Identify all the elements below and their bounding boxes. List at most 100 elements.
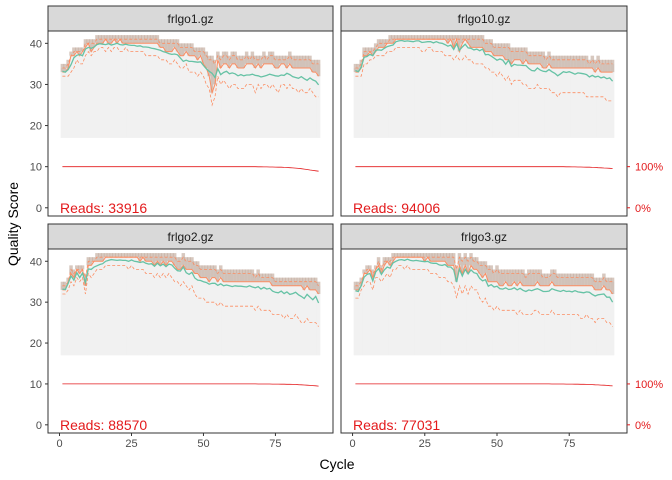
heatmap-tile-light	[161, 43, 165, 138]
heatmap-tile-light	[466, 39, 470, 138]
heatmap-tile-dense	[561, 55, 566, 68]
heatmap-tile-light	[224, 273, 229, 356]
heatmap-tile-light	[161, 257, 165, 356]
heatmap-tile-dense	[66, 277, 70, 282]
heatmap-tile-light	[373, 47, 378, 138]
heatmap-tile-dense	[178, 257, 183, 270]
heatmap-tile-light	[147, 39, 151, 138]
heatmap-tile-dense	[408, 253, 413, 258]
heatmap-tile-light	[451, 39, 456, 138]
heatmap-tile-dense	[244, 51, 249, 64]
heatmap-tile-light	[123, 257, 128, 356]
heatmap-tile-dense	[158, 253, 163, 266]
heatmap-tile-light	[460, 39, 465, 138]
heatmap-tile-dense	[402, 253, 407, 258]
heatmap-tile-dense	[187, 257, 191, 270]
heatmap-tile-dense	[512, 47, 517, 60]
heatmap-tile-dense	[290, 277, 295, 286]
heatmap-tile-light	[524, 277, 528, 356]
heatmap-tile-dense	[538, 269, 543, 286]
heatmap-tile-dense	[454, 35, 459, 40]
heatmap-tile-light	[501, 273, 505, 356]
heatmap-tile-light	[489, 43, 493, 138]
heatmap-tile-light	[402, 257, 407, 356]
heatmap-tile-dense	[408, 35, 413, 40]
heatmap-tile-light	[570, 59, 574, 138]
heatmap-tile-light	[216, 273, 220, 356]
heatmap-tile-light	[115, 39, 119, 138]
heatmap-tile-dense	[242, 269, 246, 282]
heatmap-tile-light	[428, 39, 433, 138]
y-tick-label: 40	[30, 256, 42, 268]
heatmap-tile-dense	[201, 47, 206, 64]
heatmap-tile-light	[365, 51, 369, 138]
heatmap-tile-dense	[553, 55, 557, 68]
heatmap-tile-light	[391, 39, 395, 138]
heatmap-tile-dense	[486, 265, 491, 282]
heatmap-tile-dense	[457, 35, 462, 52]
heatmap-tile-light	[475, 261, 479, 356]
heatmap-tile-dense	[518, 269, 522, 282]
heatmap-tile-dense	[69, 51, 73, 56]
median-line	[355, 37, 613, 73]
heatmap-tile-dense	[115, 253, 119, 258]
heatmap-tile-dense	[239, 269, 243, 282]
heatmap-tile-light	[501, 47, 505, 138]
heatmap-tile-light	[605, 281, 609, 356]
heatmap-tile-light	[233, 55, 237, 138]
heatmap-tile-dense	[593, 59, 597, 73]
heatmap-tile-dense	[581, 55, 586, 68]
y-tick-label: 0	[36, 420, 42, 432]
heatmap-tile-light	[593, 281, 597, 356]
heatmap-tile-light	[420, 39, 424, 138]
heatmap-tile-light	[509, 273, 514, 356]
heatmap-tile-dense	[282, 277, 286, 286]
panel-strip	[47, 5, 334, 32]
x-tick-label: 0	[349, 438, 355, 450]
heatmap-tile-light	[267, 277, 272, 356]
heatmap-tile-dense	[193, 261, 197, 274]
reads-line	[62, 383, 319, 387]
heatmap-tile-light	[402, 39, 407, 138]
heatmap-tile-dense	[414, 253, 418, 258]
heatmap-tile-light	[495, 269, 499, 356]
heatmap-tile-dense	[535, 51, 540, 64]
heatmap-tile-light	[244, 55, 249, 138]
heatmap-tile-light	[573, 59, 577, 138]
heatmap-tile-dense	[503, 43, 508, 60]
heatmap-tile-light	[498, 273, 502, 356]
heatmap-tile-light	[553, 59, 557, 138]
heatmap-tile-light	[282, 281, 286, 356]
heatmap-tile-light	[184, 47, 188, 138]
heatmap-tile-light	[472, 39, 476, 138]
heatmap-tile-dense	[567, 55, 571, 68]
heatmap-tile-light	[293, 59, 298, 138]
heatmap-tile-light	[129, 257, 134, 356]
heatmap-tile-dense	[544, 273, 548, 286]
heatmap-tile-dense	[399, 253, 404, 258]
heatmap-tile-light	[475, 39, 479, 138]
heatmap-tile-light	[376, 43, 381, 138]
heatmap-tile-light	[184, 261, 188, 356]
y-tick-label: 10	[30, 379, 42, 391]
heatmap-tile-light	[425, 257, 430, 356]
heatmap-tile-light	[506, 273, 511, 356]
heatmap-tile-dense	[541, 51, 545, 68]
heatmap-tile-dense	[276, 55, 281, 68]
heatmap-tile-dense	[558, 273, 563, 286]
heatmap-tile-dense	[541, 273, 545, 286]
heatmap-tile-light	[77, 269, 82, 356]
heatmap-tile-dense	[89, 257, 93, 266]
heatmap-tile-dense	[561, 273, 566, 286]
heatmap-tile-dense	[532, 269, 537, 286]
heatmap-tile-light	[492, 273, 496, 356]
heatmap-tile-dense	[515, 269, 519, 286]
heatmap-tile-light	[86, 261, 91, 356]
heatmap-tile-dense	[593, 277, 597, 290]
heatmap-tile-dense	[521, 47, 525, 64]
heatmap-tile-dense	[77, 265, 82, 274]
heatmap-tile-light	[115, 257, 119, 356]
heatmap-tile-light	[305, 59, 309, 138]
heatmap-tile-light	[195, 51, 200, 138]
heatmap-tile-light	[584, 277, 589, 356]
